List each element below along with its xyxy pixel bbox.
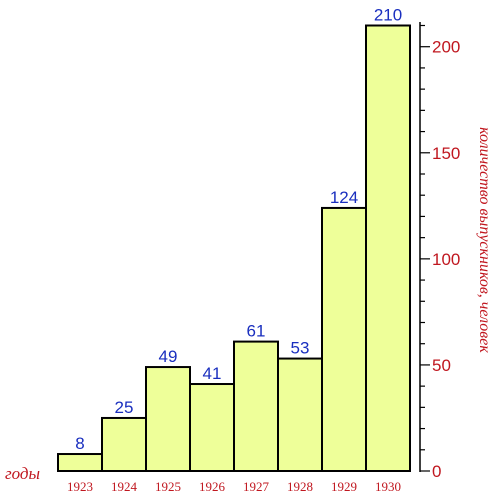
x-tick-label-1923: 1923 [67, 479, 93, 494]
value-label-1923: 8 [75, 434, 84, 453]
value-label-1926: 41 [203, 364, 222, 383]
x-tick-label-1926: 1926 [199, 479, 226, 494]
bar-1926 [189, 383, 235, 472]
bars-group [57, 24, 411, 473]
bar-1927 [233, 340, 279, 473]
value-labels-group: 8 25 49 41 61 53 124 210 [75, 6, 402, 454]
x-tick-label-1924: 1924 [111, 479, 138, 494]
bar-1923 [57, 453, 103, 472]
y-axis-label: количество выпускников, человек [476, 127, 493, 353]
x-tick-labels-group: 1923 1924 1925 1926 1927 1928 1929 1930 [67, 479, 401, 494]
value-label-1928: 53 [291, 339, 310, 358]
bar-1924 [101, 416, 147, 473]
bar-1928 [277, 357, 323, 473]
bar-1930 [365, 24, 411, 472]
x-tick-label-1929: 1929 [331, 479, 357, 494]
y-tick-label-100: 100 [432, 250, 460, 269]
y-tick-label-0: 0 [432, 462, 441, 481]
value-label-1929: 124 [330, 188, 358, 207]
bar-1929 [321, 206, 367, 472]
x-tick-label-1928: 1928 [287, 479, 313, 494]
x-tick-label-1925: 1925 [155, 479, 181, 494]
y-tick-label-200: 200 [432, 38, 460, 57]
value-label-1924: 25 [115, 398, 134, 417]
y-axis-group: 0 50 100 150 200 [419, 22, 460, 481]
value-label-1925: 49 [159, 347, 178, 366]
x-tick-label-1930: 1930 [375, 479, 401, 494]
bar-1925 [145, 366, 191, 472]
y-tick-label-150: 150 [432, 144, 460, 163]
x-tick-label-1927: 1927 [243, 479, 270, 494]
value-label-1927: 61 [247, 322, 266, 341]
value-label-1930: 210 [374, 6, 402, 25]
y-tick-label-50: 50 [432, 356, 451, 375]
x-axis-label: годы [5, 464, 40, 483]
